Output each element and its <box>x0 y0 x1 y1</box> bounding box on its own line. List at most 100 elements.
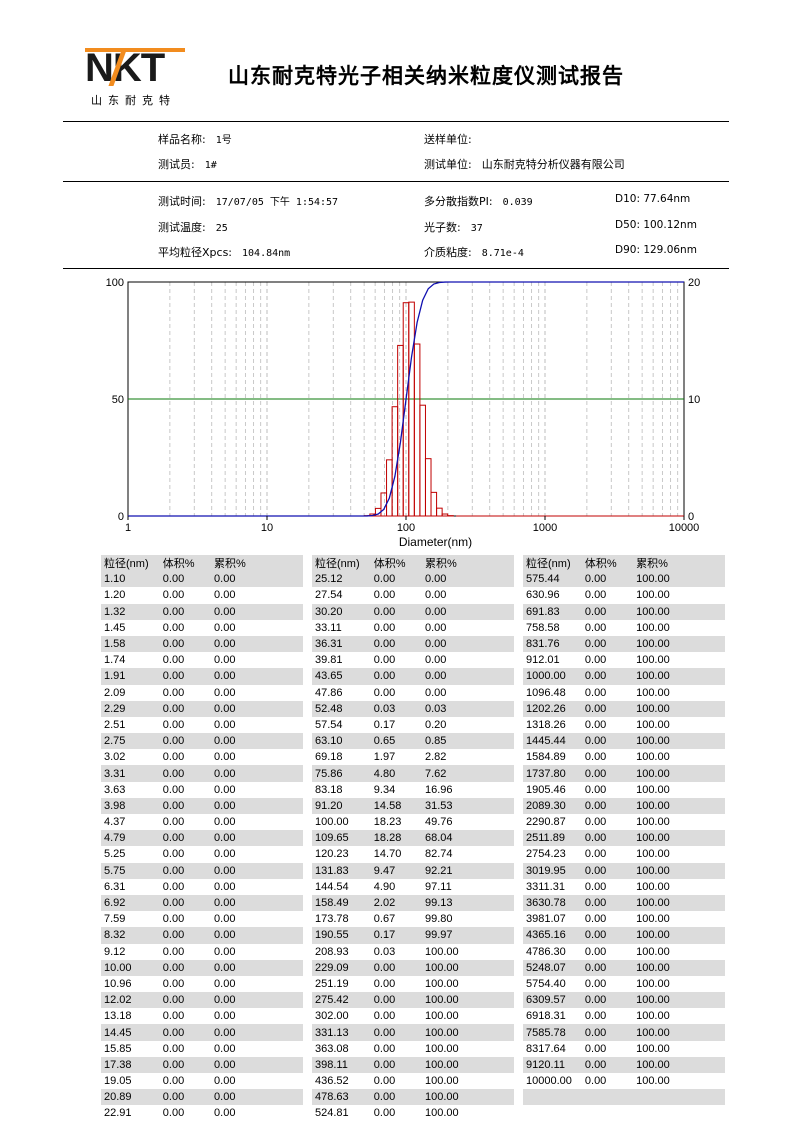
table-cell: 0.00 <box>162 816 185 829</box>
column-header: 体积% <box>581 555 634 572</box>
table-cell: 3.63 <box>104 783 126 796</box>
table-cell: 131.83 <box>312 862 371 879</box>
table-cell: 2290.87 <box>526 816 566 829</box>
table-cell: 0.00 <box>421 603 514 620</box>
table-cell: 0.00 <box>370 992 422 1009</box>
sender-label: 送样单位: <box>424 133 472 146</box>
volume-bar <box>413 343 421 517</box>
table-cell: 100.00 <box>633 635 725 653</box>
table-cell: 100.00 <box>636 977 670 990</box>
table-row <box>523 1089 725 1106</box>
table-cell: 100.00 <box>636 913 670 926</box>
table-cell: 100.00 <box>633 797 725 814</box>
table-cell: 83.18 <box>315 783 343 796</box>
table-cell: 4365.16 <box>523 927 582 944</box>
table-row: 100.00 18.23 49.76 <box>312 814 514 830</box>
table-cell: 100.00 <box>424 1042 459 1055</box>
table-cell: 0.00 <box>584 621 607 634</box>
table-cell: 2.02 <box>370 894 422 912</box>
table-cell: 0.00 <box>214 718 236 731</box>
y-left-tick-label: 50 <box>112 394 124 406</box>
table-row: 8.32 0.00 0.00 <box>101 927 303 944</box>
table-cell: 524.81 <box>315 1107 349 1120</box>
table-row: 1.58 0.00 0.00 <box>101 635 303 653</box>
table-cell: 0.00 <box>370 603 422 620</box>
table-cell: 0.00 <box>162 977 185 990</box>
table-row: 27.54 0.00 0.00 <box>312 587 514 603</box>
table-row: 144.54 4.90 97.11 <box>312 879 514 895</box>
table-row: 275.42 0.00 100.00 <box>312 992 514 1009</box>
table-row: 39.81 0.00 0.00 <box>312 652 514 668</box>
table-cell: 190.55 <box>312 927 371 944</box>
y-right-tick-label: 10 <box>688 394 700 406</box>
table-cell: 398.11 <box>312 1056 371 1073</box>
table-cell: 9.34 <box>373 783 396 796</box>
table-cell: 0.00 <box>581 1056 634 1073</box>
table-cell: 100.00 <box>633 927 725 944</box>
table-cell: 0.00 <box>159 1024 212 1041</box>
table-cell: 0.00 <box>211 635 303 653</box>
table-cell: 4786.30 <box>526 945 566 958</box>
table-cell: 3.02 <box>104 751 126 764</box>
table-row: 2754.23 0.00 100.00 <box>523 846 725 862</box>
viscosity-label: 介质粘度: <box>424 246 472 259</box>
table-cell: 0.00 <box>159 571 212 588</box>
column-header: 累积% <box>633 555 725 572</box>
table-row: 6918.31 0.00 100.00 <box>523 1008 725 1024</box>
table-row: 1.74 0.00 0.00 <box>101 652 303 668</box>
table-cell: 100.00 <box>636 880 670 893</box>
table-cell: 1.74 <box>104 654 126 667</box>
table-row: 2290.87 0.00 100.00 <box>523 814 725 830</box>
table-cell: 0.00 <box>211 571 303 588</box>
table-cell: 363.08 <box>315 1042 349 1055</box>
table-cell: 0.00 <box>373 1075 396 1088</box>
column-header: 粒径(nm) <box>101 555 160 572</box>
table-cell: 1096.48 <box>526 686 566 699</box>
table-cell: 0.00 <box>584 1042 607 1055</box>
photon-value: 37 <box>470 223 483 234</box>
table-cell: 27.54 <box>315 589 343 602</box>
table-cell: 831.76 <box>523 635 582 653</box>
table-cell: 10.00 <box>101 959 160 976</box>
table-cell: 10000.00 <box>526 1075 572 1088</box>
table-row: 10.00 0.00 0.00 <box>101 959 303 976</box>
table-cell: 0.00 <box>373 1010 396 1023</box>
table-cell: 0.00 <box>214 589 236 602</box>
x-axis-label: Diameter(nm) <box>399 535 472 549</box>
pi-label: 多分散指数PI: <box>424 195 493 208</box>
table-cell: 100.00 <box>633 992 725 1009</box>
table-row: 20.89 0.00 0.00 <box>101 1089 303 1106</box>
volume-bar <box>441 513 449 517</box>
pi-value: 0.039 <box>502 197 533 208</box>
table-row: 2089.30 0.00 100.00 <box>523 797 725 814</box>
table-cell: 49.76 <box>424 816 453 829</box>
table-cell: 100.00 <box>633 733 725 750</box>
table-cell: 100.00 <box>636 1042 670 1055</box>
table-cell: 100.00 <box>636 1075 670 1088</box>
table-cell: 100.00 <box>636 718 670 731</box>
table-cell: 1318.26 <box>526 718 566 731</box>
table-row: 5754.40 0.00 100.00 <box>523 976 725 992</box>
table-cell: 0.00 <box>214 848 236 861</box>
table-cell: 1445.44 <box>523 733 582 750</box>
table-cell: 0.00 <box>584 913 607 926</box>
table-cell: 6918.31 <box>526 1010 566 1023</box>
table-cell: 0.00 <box>581 894 634 912</box>
table-cell: 0.00 <box>584 783 607 796</box>
table-cell: 0.00 <box>421 571 514 588</box>
table-cell: 0.00 <box>211 830 303 847</box>
table-cell: 0.00 <box>581 1024 634 1041</box>
column-header: 粒径(nm) <box>312 555 371 572</box>
table-cell: 0.00 <box>370 1056 422 1073</box>
table-row: 6.31 0.00 0.00 <box>101 879 303 895</box>
table-row: 4.37 0.00 0.00 <box>101 814 303 830</box>
table-cell: 100.00 <box>636 848 670 861</box>
sender: 送样单位: <box>424 131 482 147</box>
table-cell: 100.00 <box>633 765 725 782</box>
table-cell: 100.00 <box>633 830 725 847</box>
table-cell: 0.00 <box>214 816 236 829</box>
table-cell: 0.00 <box>214 913 236 926</box>
table-row: 190.55 0.17 99.97 <box>312 927 514 944</box>
table-cell: 5754.40 <box>526 977 566 990</box>
table-cell: 0.00 <box>159 733 212 750</box>
